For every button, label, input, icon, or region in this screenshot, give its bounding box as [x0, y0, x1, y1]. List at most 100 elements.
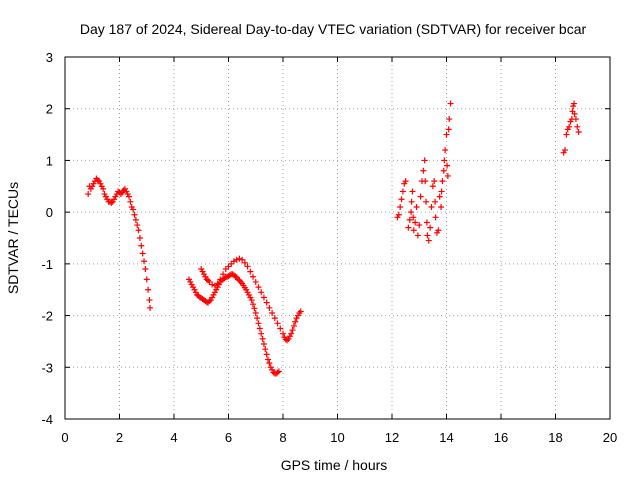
chart-title: Day 187 of 2024, Sidereal Day-to-day VTE…	[80, 21, 587, 37]
y-tick-label: -4	[41, 412, 53, 427]
x-tick-label: 6	[225, 430, 232, 445]
x-tick-label: 16	[494, 430, 508, 445]
data-point	[143, 276, 150, 283]
data-point	[139, 250, 146, 257]
data-point	[435, 227, 442, 234]
x-axis-label: GPS time / hours	[281, 457, 388, 473]
data-points	[85, 100, 582, 377]
data-point	[262, 346, 269, 353]
data-point	[446, 116, 453, 123]
data-point	[297, 308, 304, 315]
data-point	[247, 268, 254, 275]
data-point	[241, 259, 248, 266]
series-arc-1	[85, 175, 154, 311]
series-arc-4	[394, 100, 454, 244]
data-point	[252, 278, 259, 285]
data-point	[233, 256, 240, 263]
data-point	[427, 224, 434, 231]
x-tick-label: 0	[61, 430, 68, 445]
data-point	[275, 368, 282, 375]
data-point	[250, 273, 257, 280]
data-point	[85, 191, 92, 198]
data-point	[409, 188, 416, 195]
data-point	[256, 325, 263, 332]
y-tick-label: 3	[46, 50, 53, 65]
data-point	[440, 167, 447, 174]
data-point	[251, 305, 258, 312]
series-arc-3	[198, 255, 304, 344]
data-point	[423, 219, 430, 226]
data-point	[438, 203, 445, 210]
data-point	[439, 178, 446, 185]
data-point	[572, 116, 579, 123]
data-point	[259, 335, 266, 342]
data-point	[214, 280, 221, 287]
data-point	[244, 263, 251, 270]
data-point	[220, 271, 227, 278]
data-point	[94, 177, 101, 184]
data-point	[134, 222, 141, 229]
data-point	[263, 351, 270, 358]
data-point	[432, 214, 439, 221]
data-point	[147, 304, 154, 311]
data-point	[260, 341, 267, 348]
data-point	[408, 209, 415, 216]
data-point	[126, 193, 133, 200]
data-point	[402, 178, 409, 185]
data-point	[258, 330, 265, 337]
data-point	[263, 299, 270, 306]
data-point	[445, 126, 452, 133]
x-tick-label: 8	[279, 430, 286, 445]
data-point	[399, 188, 406, 195]
data-point	[397, 203, 404, 210]
data-point	[438, 188, 445, 195]
x-tick-label: 4	[170, 430, 177, 445]
y-tick-label: -2	[41, 309, 53, 324]
data-point	[417, 193, 424, 200]
data-point	[255, 284, 262, 291]
data-point	[410, 227, 417, 234]
data-point	[248, 297, 255, 304]
data-point	[395, 211, 402, 218]
x-tick-label: 20	[603, 430, 617, 445]
data-point	[265, 356, 272, 363]
y-tick-label: 2	[46, 102, 53, 117]
data-point	[421, 157, 428, 164]
data-point	[444, 172, 451, 179]
data-point	[562, 147, 569, 154]
data-point	[260, 294, 267, 301]
data-point	[571, 100, 578, 107]
data-point	[239, 256, 246, 263]
data-point	[258, 289, 265, 296]
data-point	[431, 178, 438, 185]
data-point	[288, 330, 295, 337]
data-point	[274, 369, 281, 376]
data-point	[252, 309, 259, 316]
x-tick-label: 12	[385, 430, 399, 445]
data-point	[575, 128, 582, 135]
data-point	[206, 298, 213, 305]
data-point	[413, 203, 420, 210]
data-point	[416, 222, 423, 229]
data-point	[280, 330, 286, 337]
grid	[65, 57, 610, 419]
data-point	[132, 216, 139, 223]
y-tick-label: -1	[41, 257, 53, 272]
data-point	[425, 237, 432, 244]
data-point	[408, 198, 415, 205]
data-point	[410, 214, 417, 221]
data-point	[422, 178, 429, 185]
data-point	[146, 297, 153, 304]
data-point	[290, 322, 297, 329]
data-point	[447, 100, 454, 107]
data-point	[266, 304, 273, 311]
data-point	[131, 211, 138, 218]
data-point	[269, 309, 276, 316]
data-point	[436, 193, 443, 200]
data-point	[145, 286, 152, 293]
data-point	[236, 255, 243, 262]
data-point	[136, 235, 143, 241]
y-tick-label: -3	[41, 360, 53, 375]
data-point	[432, 198, 439, 205]
